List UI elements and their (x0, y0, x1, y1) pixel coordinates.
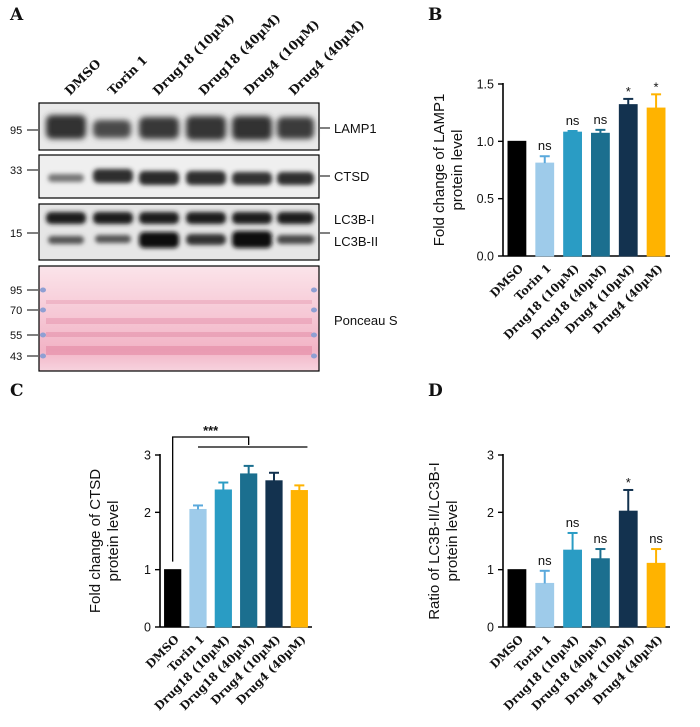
mw-ponceau-95: 95 (10, 285, 22, 297)
lane-label: DMSO (62, 56, 104, 98)
mw-markers: 95 33 15 95 70 55 43 (10, 125, 38, 363)
significance-label: ns (538, 138, 552, 153)
blot-ctsd-bands (48, 169, 314, 185)
chart-b: B 0.0 0.5 1.0 1.5 Fold change of LAMP1 protein… (428, 5, 670, 342)
mw-ponceau-70: 70 (10, 305, 22, 317)
significance-label: ns (594, 112, 608, 127)
bar (290, 490, 308, 628)
blot-lc3b-frame (38, 203, 320, 261)
blot-lamp1-bands (46, 115, 314, 140)
bar (189, 508, 207, 628)
y-tick-label: 0 (487, 621, 494, 635)
blot-ponceau-ladder (40, 287, 317, 359)
panel-letter: B (428, 5, 442, 25)
bar (591, 132, 610, 257)
significance-label: * (626, 84, 631, 99)
blot-lc3b-bands (46, 212, 314, 248)
panel-letter: D (428, 381, 443, 401)
panel-a-letter: A (9, 5, 24, 25)
panel-letter: C (10, 381, 24, 401)
bar (164, 569, 182, 628)
chart-d: D 0 1 2 3 Ratio of LC3B-II/LC3B-I protein leve… (426, 381, 670, 713)
mw-ponceau-43: 43 (10, 351, 22, 363)
significance-label: * (626, 475, 631, 490)
lane-labels: DMSO Torin 1 Drug18 (10µM)Drug18 (40µM)Dru… (62, 10, 368, 98)
y-axis-title: protein level (444, 501, 461, 582)
blot-lc3b (38, 203, 320, 261)
blot-ctsd (38, 154, 320, 199)
blot-ponceau-stripes (46, 300, 312, 355)
bar (563, 131, 582, 257)
y-axis-title: Ratio of LC3B-II/LC3B-I (426, 462, 443, 620)
bar (618, 104, 638, 257)
y-tick-label: 1 (144, 563, 151, 577)
mw-ponceau-55: 55 (10, 330, 22, 342)
panel-a: A DMSO Torin 1 Drug18 (10µM)Drug18 (40µM)D… (9, 5, 398, 372)
label-lc3b-i: LC3B-I (334, 212, 374, 227)
significance-bracket (172, 436, 250, 562)
bar (535, 582, 555, 628)
y-tick-label: 1 (487, 563, 494, 577)
lane-label: Drug18 (40µM) (196, 10, 284, 98)
y-tick-label: 0.5 (477, 192, 494, 206)
mw-lamp1-95: 95 (10, 125, 22, 137)
significance-label: ns (649, 531, 663, 546)
bar (591, 558, 610, 628)
bar (618, 510, 638, 628)
significance-label: ns (538, 553, 552, 568)
y-axis-title: Fold change of LAMP1 (431, 94, 448, 247)
label-ctsd: CTSD (334, 169, 369, 184)
blot-ponceau (38, 265, 320, 372)
y-tick-label: 1.0 (477, 135, 494, 149)
blot-lamp1 (38, 102, 320, 151)
lane-label: Drug4 (40µM) (286, 16, 368, 98)
label-lc3b-ii: LC3B-II (334, 234, 378, 249)
y-tick-label: 3 (144, 449, 151, 463)
significance-label: ns (566, 515, 580, 530)
y-axis-title: protein level (105, 501, 122, 582)
bar (646, 107, 666, 257)
label-lamp1: LAMP1 (334, 121, 377, 136)
lane-label: Drug4 (10µM) (241, 16, 323, 98)
y-tick-label: 2 (144, 506, 151, 520)
y-tick-label: 1.5 (477, 78, 494, 92)
bar (265, 480, 283, 628)
y-tick-label: 0.0 (477, 250, 494, 264)
y-axis-title: Fold change of CTSD (87, 469, 104, 613)
bar (507, 569, 527, 628)
y-axis-title: protein level (449, 130, 466, 211)
bar (240, 473, 258, 628)
significance-label: * (654, 79, 659, 94)
significance-bracket-label: *** (203, 423, 219, 438)
bar (535, 162, 555, 257)
lane-label: Torin 1 (105, 52, 151, 98)
y-tick-label: 2 (487, 506, 494, 520)
bar (563, 549, 582, 628)
bar (646, 562, 666, 628)
significance-label: ns (566, 113, 580, 128)
lane-label: Drug18 (10µM) (150, 10, 238, 98)
y-tick-label: 0 (144, 621, 151, 635)
mw-lc3b-15: 15 (10, 228, 22, 240)
label-ponceau: Ponceau S (334, 313, 398, 328)
blot-labels: LAMP1 CTSD LC3B-I LC3B-II Ponceau S (320, 121, 398, 328)
mw-ctsd-33: 33 (10, 165, 22, 177)
significance-label: ns (594, 531, 608, 546)
bar (507, 140, 527, 257)
bar (214, 489, 232, 628)
y-tick-label: 3 (487, 449, 494, 463)
